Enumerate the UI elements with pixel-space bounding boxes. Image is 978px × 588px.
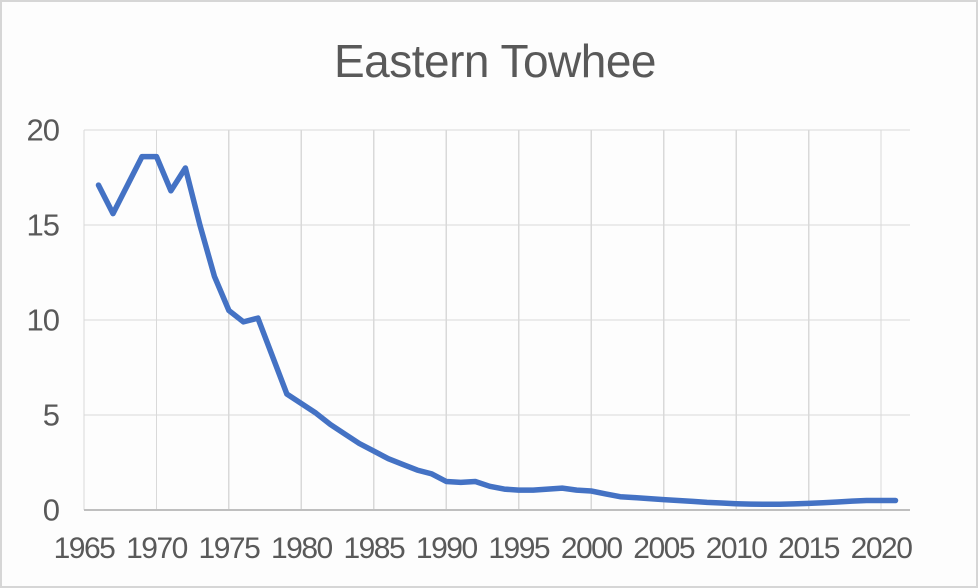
y-tick-label: 10 — [27, 303, 60, 338]
x-tick-label: 2000 — [561, 532, 623, 565]
x-tick-label: 1975 — [199, 532, 261, 565]
x-tick-label: 2010 — [706, 532, 768, 565]
x-tick-label: 1995 — [488, 532, 550, 565]
x-tick-label: 2015 — [778, 532, 840, 565]
x-tick-label: 1985 — [343, 532, 405, 565]
data-series-line — [95, 153, 899, 508]
y-tick-label: 0 — [43, 493, 60, 528]
x-tick-label: 2005 — [633, 532, 695, 565]
y-tick-label: 20 — [27, 113, 60, 148]
y-tick-label: 5 — [43, 398, 59, 433]
y-tick-label: 15 — [27, 208, 59, 243]
x-tick-label: 2020 — [851, 532, 913, 565]
x-tick-label: 1990 — [416, 532, 478, 565]
x-tick-label: 1980 — [271, 532, 333, 565]
x-tick-label: 1965 — [54, 532, 116, 565]
x-tick-label: 1970 — [126, 532, 188, 565]
